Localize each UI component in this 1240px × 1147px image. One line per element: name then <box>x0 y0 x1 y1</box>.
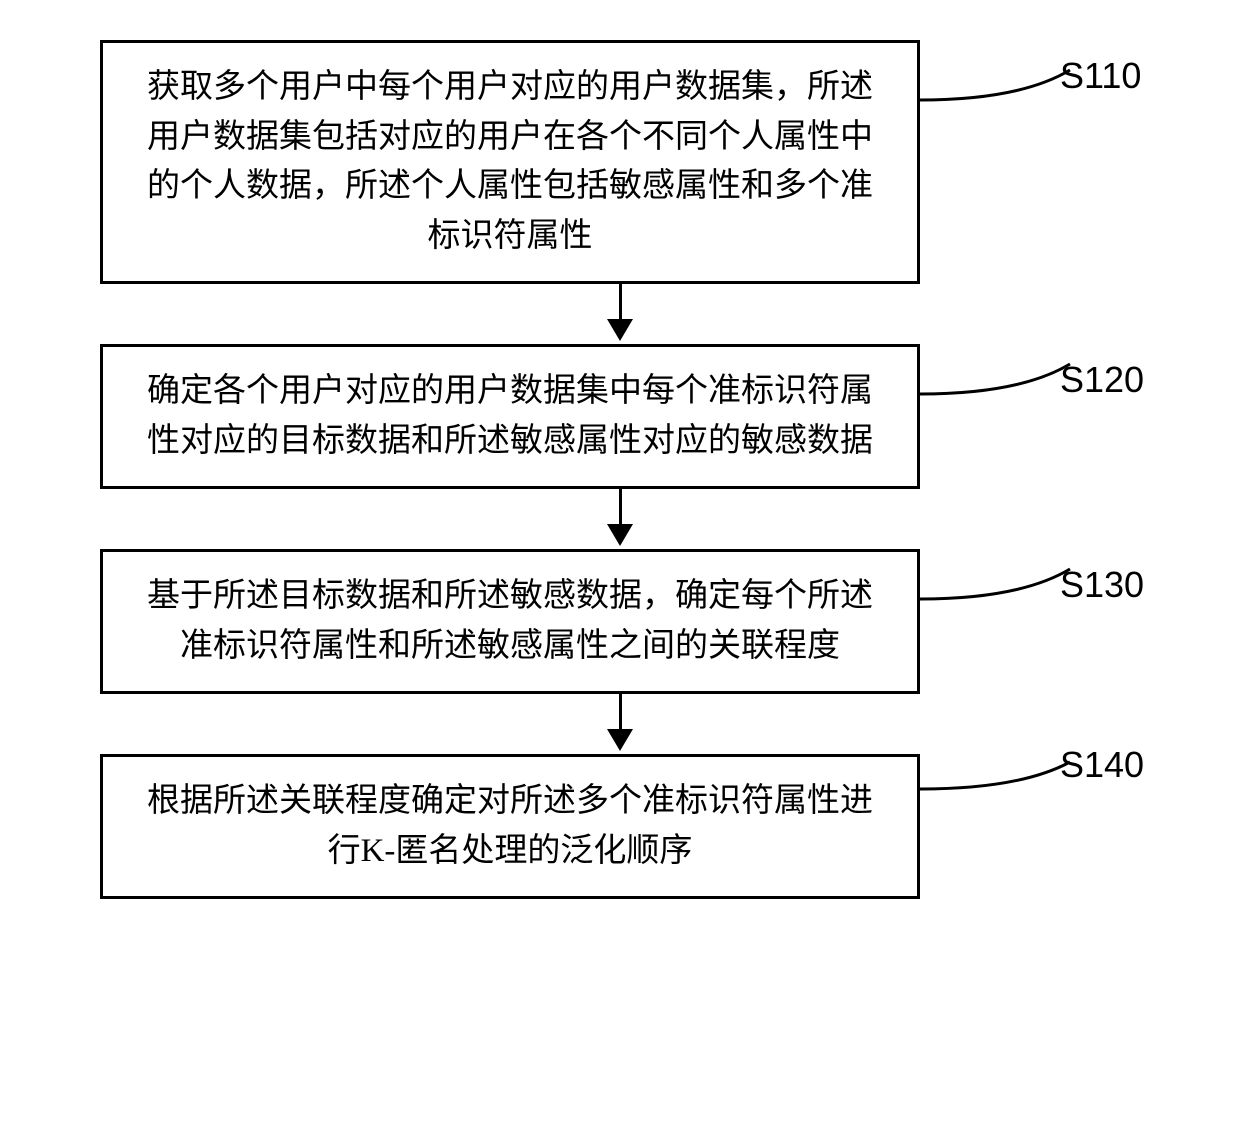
step-4-text: 根据所述关联程度确定对所述多个准标识符属性进行K-匿名处理的泛化顺序 <box>147 783 873 869</box>
step-1-label: S110 <box>1060 55 1141 97</box>
step-4-label: S140 <box>1060 744 1144 786</box>
arrow-2 <box>210 489 1030 549</box>
arrow-3 <box>210 694 1030 754</box>
arrow-2-line <box>619 489 622 529</box>
step-1-box: 获取多个用户中每个用户对应的用户数据集，所述用户数据集包括对应的用户在各个不同个… <box>100 40 920 284</box>
step-2-container: 确定各个用户对应的用户数据集中每个准标识符属性对应的目标数据和所述敏感属性对应的… <box>100 344 1140 489</box>
step-1-container: 获取多个用户中每个用户对应的用户数据集，所述用户数据集包括对应的用户在各个不同个… <box>100 40 1140 284</box>
arrow-1-head <box>607 319 633 341</box>
arrow-2-head <box>607 524 633 546</box>
arrow-3-line <box>619 694 622 734</box>
step-2-box: 确定各个用户对应的用户数据集中每个准标识符属性对应的目标数据和所述敏感属性对应的… <box>100 344 920 489</box>
step-4-container: 根据所述关联程度确定对所述多个准标识符属性进行K-匿名处理的泛化顺序 S140 <box>100 754 1140 899</box>
step-3-container: 基于所述目标数据和所述敏感数据，确定每个所述准标识符属性和所述敏感属性之间的关联… <box>100 549 1140 694</box>
step-4-box: 根据所述关联程度确定对所述多个准标识符属性进行K-匿名处理的泛化顺序 <box>100 754 920 899</box>
step-3-box: 基于所述目标数据和所述敏感数据，确定每个所述准标识符属性和所述敏感属性之间的关联… <box>100 549 920 694</box>
flowchart-container: 获取多个用户中每个用户对应的用户数据集，所述用户数据集包括对应的用户在各个不同个… <box>100 40 1140 899</box>
arrow-1-line <box>619 284 622 324</box>
step-3-label: S130 <box>1060 564 1144 606</box>
step-2-text: 确定各个用户对应的用户数据集中每个准标识符属性对应的目标数据和所述敏感属性对应的… <box>147 373 873 459</box>
step-1-text: 获取多个用户中每个用户对应的用户数据集，所述用户数据集包括对应的用户在各个不同个… <box>147 69 873 254</box>
arrow-1 <box>210 284 1030 344</box>
step-3-text: 基于所述目标数据和所述敏感数据，确定每个所述准标识符属性和所述敏感属性之间的关联… <box>147 578 873 664</box>
step-2-label: S120 <box>1060 359 1144 401</box>
arrow-3-head <box>607 729 633 751</box>
